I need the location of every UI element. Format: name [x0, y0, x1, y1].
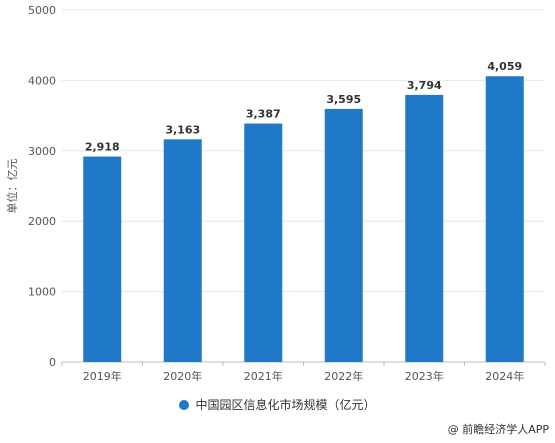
y-tick-label: 5000 — [28, 4, 56, 17]
data-label: 4,059 — [487, 60, 522, 73]
data-label: 3,794 — [407, 79, 442, 92]
y-axis-title: 单位：亿元 — [5, 159, 19, 214]
y-tick-label: 0 — [49, 356, 56, 369]
bar — [324, 108, 363, 362]
x-tick-label: 2023年 — [405, 369, 444, 383]
x-tick-label: 2020年 — [163, 369, 202, 383]
y-tick-label: 4000 — [28, 74, 56, 87]
legend: 中国园区信息化市场规模（亿元） — [0, 396, 555, 413]
x-tick-label: 2024年 — [485, 369, 524, 383]
x-tick-label: 2022年 — [324, 369, 363, 383]
bar — [163, 139, 202, 362]
data-label: 3,595 — [326, 93, 361, 106]
data-label: 3,163 — [165, 123, 200, 136]
legend-swatch — [179, 399, 190, 410]
bar — [244, 123, 283, 362]
y-tick-label: 3000 — [28, 145, 56, 158]
y-tick-label: 2000 — [28, 215, 56, 228]
x-tick-label: 2019年 — [83, 369, 122, 383]
y-tick-label: 1000 — [28, 286, 56, 299]
data-label: 2,918 — [85, 141, 120, 154]
legend-label: 中国园区信息化市场规模（亿元） — [195, 398, 376, 412]
bar — [83, 156, 122, 362]
bar — [405, 94, 444, 362]
data-label: 3,387 — [246, 108, 281, 121]
x-tick-label: 2021年 — [244, 369, 283, 383]
source-credit: @ 前瞻经济学人APP — [447, 423, 549, 436]
bar — [485, 76, 524, 362]
